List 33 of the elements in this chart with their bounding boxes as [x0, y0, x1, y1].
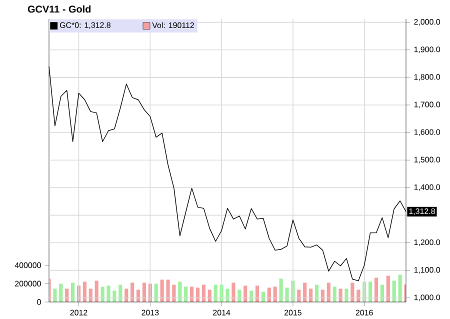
bar — [398, 274, 402, 302]
bar — [142, 282, 146, 302]
bar — [130, 282, 134, 302]
bar — [154, 284, 158, 302]
bar — [344, 288, 348, 302]
bar — [226, 288, 230, 302]
bar — [106, 286, 110, 302]
bar — [178, 282, 182, 302]
bar — [326, 282, 330, 302]
bar — [386, 276, 390, 302]
bar — [380, 284, 384, 302]
chart-title: GCV11 - Gold — [28, 5, 91, 13]
bar — [350, 282, 354, 302]
bar — [82, 282, 86, 302]
bar — [314, 284, 319, 302]
bar — [368, 282, 372, 302]
bar — [166, 280, 170, 302]
bar — [285, 288, 289, 302]
bar — [202, 284, 206, 302]
bar — [172, 284, 176, 302]
bar — [59, 284, 63, 302]
bar — [232, 282, 236, 302]
bar — [94, 280, 98, 302]
bar — [71, 282, 75, 302]
bar — [112, 290, 116, 302]
bar — [53, 288, 57, 302]
bar — [303, 282, 307, 302]
bar — [392, 280, 396, 302]
bar — [160, 280, 164, 302]
bar — [374, 278, 378, 302]
bar — [118, 284, 122, 302]
bar — [279, 278, 283, 302]
bar — [214, 284, 218, 302]
